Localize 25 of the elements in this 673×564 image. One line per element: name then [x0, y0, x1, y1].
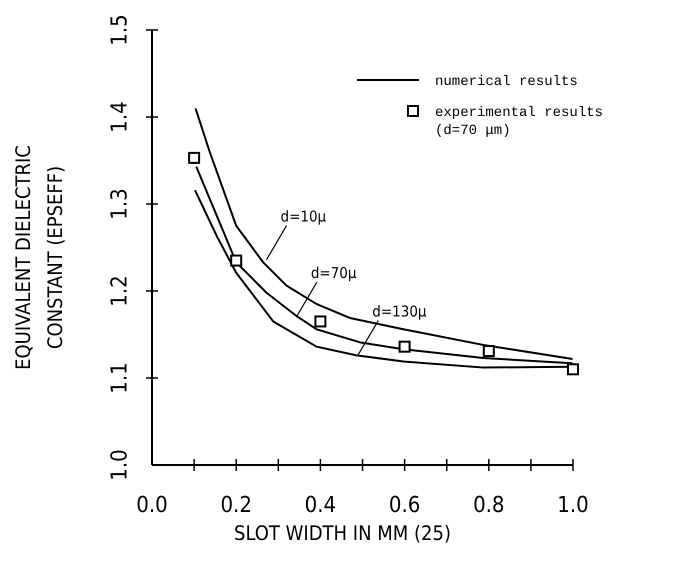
point: [230, 254, 242, 267]
annotation: d=130μ: [372, 302, 427, 321]
x-axis-title: SLOT WIDTH IN MM (25): [234, 521, 451, 545]
x-tick-label: 1.0: [557, 493, 589, 518]
x-tick-label: 0.8: [473, 493, 505, 518]
y-axis-title: EQUIVALENT DIELECTRIC CONSTANT (EPSEFF): [11, 145, 67, 370]
point: [567, 363, 579, 376]
x-tick-label: 0.4: [304, 493, 336, 518]
x-tick-label: 0.2: [220, 493, 252, 518]
annotation: d=10μ: [280, 208, 327, 226]
y-tick-label: 1.3: [108, 188, 132, 220]
y-tick-label: 1.1: [108, 362, 132, 394]
x-tick-label: 0.6: [388, 493, 420, 518]
legend-label: numerical results: [435, 74, 578, 90]
y-tick-label: 1.2: [108, 275, 132, 307]
point: [482, 345, 495, 358]
point: [314, 315, 326, 328]
point: [398, 340, 411, 353]
point: [188, 152, 200, 164]
annotation: d=70μ: [310, 264, 357, 282]
x-tick-label: 0.0: [136, 493, 168, 518]
legend-label: experimental results (d=70 μm): [435, 105, 604, 139]
y-tick-label: 1.5: [108, 14, 132, 46]
y-tick-label: 1.0: [108, 449, 132, 481]
y-tick-label: 1.4: [108, 101, 132, 133]
